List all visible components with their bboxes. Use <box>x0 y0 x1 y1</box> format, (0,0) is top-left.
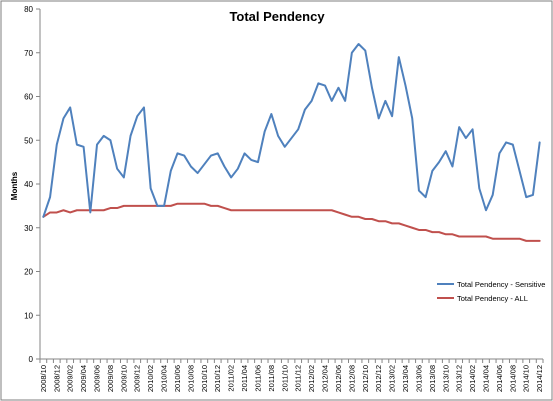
x-tick-label: 2011/08 <box>267 365 276 392</box>
x-tick-label: 2014/06 <box>495 365 504 392</box>
x-tick-label: 2011/06 <box>253 365 262 392</box>
x-tick-label: 2010/12 <box>213 365 222 392</box>
x-tick-label: 2008/12 <box>52 365 61 392</box>
x-tick-label: 2012/10 <box>361 365 370 392</box>
x-tick-label: 2011/10 <box>280 365 289 392</box>
x-tick-label: 2010/04 <box>160 365 169 392</box>
y-axis: 0 10 20 30 40 50 60 70 80 <box>24 5 40 364</box>
x-tick-label: 2008/10 <box>39 365 48 392</box>
legend-label-2: Total Pendency - ALL <box>457 294 528 303</box>
y-tick-label: 0 <box>29 355 34 364</box>
x-tick-label: 2014/10 <box>522 365 531 392</box>
series-line-2 <box>42 202 541 242</box>
y-tick-label: 50 <box>24 136 33 145</box>
x-axis: 2008/10 2008/12 2009/02 2009/04 2009/06 2009/… <box>39 359 544 392</box>
y-tick-label: 80 <box>24 5 33 14</box>
x-tick-label: 2012/06 <box>334 365 343 392</box>
x-tick-label: 2013/04 <box>401 365 410 392</box>
x-tick-label: 2012/02 <box>307 365 316 392</box>
chart-title: Total Pendency <box>229 9 325 24</box>
x-tick-label: 2009/04 <box>79 365 88 392</box>
y-tick-label: 30 <box>24 224 33 233</box>
x-tick-label: 2013/08 <box>428 365 437 392</box>
x-tick-label: 2014/04 <box>481 365 490 392</box>
x-tick-label: 2012/04 <box>321 365 330 392</box>
x-tick-label: 2013/02 <box>388 365 397 392</box>
x-tick-label: 2012/12 <box>374 365 383 392</box>
x-tick-label: 2014/02 <box>468 365 477 392</box>
x-tick-label: 2010/10 <box>200 365 209 392</box>
x-tick-label: 2013/10 <box>441 365 450 392</box>
series-layer <box>42 43 541 242</box>
x-tick-label: 2010/08 <box>186 365 195 392</box>
x-tick-label: 2012/08 <box>347 365 356 392</box>
x-tick-label: 2013/06 <box>414 365 423 392</box>
y-tick-label: 20 <box>24 268 33 277</box>
x-tick-label: 2014/08 <box>508 365 517 392</box>
x-tick-label: 2013/12 <box>455 365 464 392</box>
y-tick-label: 40 <box>24 180 33 189</box>
series-line-1 <box>42 43 541 218</box>
x-tick-label: 2010/06 <box>173 365 182 392</box>
legend: Total Pendency - Sensitive Total Pendency… <box>437 280 545 303</box>
x-tick-label: 2009/06 <box>93 365 102 392</box>
x-tick-label: 2009/10 <box>119 365 128 392</box>
x-tick-label: 2011/02 <box>227 365 236 392</box>
x-tick-label: 2010/02 <box>146 365 155 392</box>
x-tick-label: 2009/12 <box>133 365 142 392</box>
legend-label-1: Total Pendency - Sensitive <box>457 280 545 289</box>
x-tick-label: 2009/02 <box>66 365 75 392</box>
y-tick-label: 60 <box>24 93 33 102</box>
x-tick-label: 2014/12 <box>535 365 544 392</box>
x-tick-label: 2011/04 <box>240 365 249 392</box>
x-tick-label: 2009/08 <box>106 365 115 392</box>
x-tick-label: 2011/12 <box>294 365 303 392</box>
y-axis-title: Months <box>10 171 19 200</box>
y-tick-label: 70 <box>24 49 33 58</box>
y-tick-label: 10 <box>24 311 33 320</box>
